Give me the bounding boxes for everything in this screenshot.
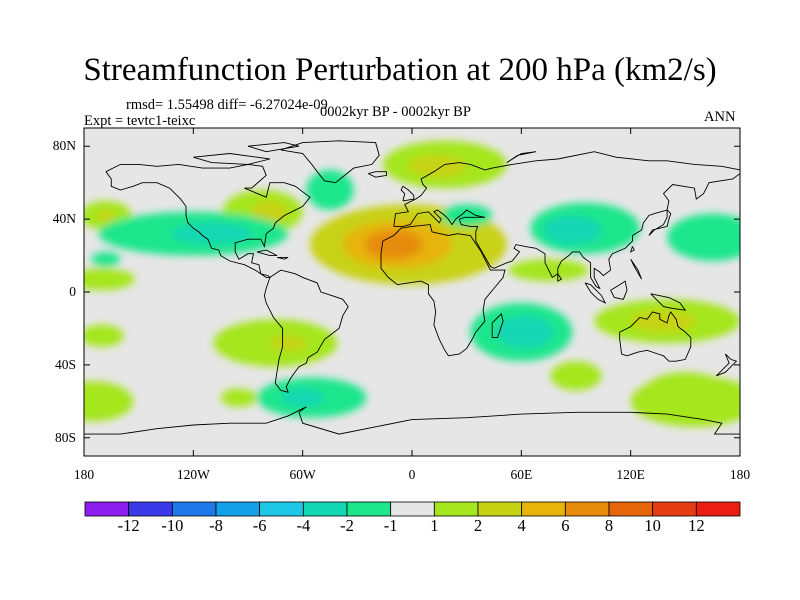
lat-label: 40N (52, 211, 76, 227)
anomaly-region (91, 251, 121, 267)
colorbar-swatch (302, 501, 348, 517)
anomaly-region (269, 335, 307, 351)
coastline (280, 140, 380, 184)
lon-label: 60E (510, 467, 533, 482)
anomaly-region (408, 155, 467, 178)
colorbar-swatch (521, 501, 566, 517)
period-label: 0002kyr BP - 0002kyr BP (320, 104, 471, 120)
colorbar-swatch (433, 501, 479, 517)
lat-label: 0 (69, 284, 76, 299)
colorbar-label: -1 (383, 516, 398, 535)
coastline (610, 280, 628, 300)
colorbar-swatch (346, 501, 392, 517)
stats-label: rmsd= 1.55498 diff= -6.27024e-09 (126, 97, 328, 113)
colorbar-swatch (128, 501, 173, 517)
coastline (256, 249, 278, 257)
contour-fields (84, 140, 740, 427)
colorbar-label: 12 (688, 516, 705, 535)
coastline (105, 163, 311, 278)
coastline (247, 142, 300, 153)
coastline (557, 273, 563, 282)
colorbar-swatch (564, 501, 610, 517)
anomaly-region (667, 213, 740, 262)
experiment-label: Expt = tevtc1-teixc (84, 113, 196, 129)
coastline (584, 282, 607, 304)
coastline (277, 256, 289, 260)
colorbar-swatch (215, 501, 261, 517)
coastline (650, 293, 687, 311)
colorbar-label: 6 (561, 516, 570, 535)
coastline (393, 151, 740, 290)
anomaly-region (364, 230, 423, 260)
lat-label: 80N (52, 138, 76, 154)
map-title: Streamfunction Perturbation at 200 hPa (… (83, 52, 717, 88)
coastline (630, 258, 643, 280)
colorbar-label: -6 (252, 516, 267, 535)
lat-label: 80S (54, 429, 76, 445)
coastline (491, 313, 504, 339)
lat-label: 40S (54, 356, 76, 372)
colorbar-label: 1 (430, 516, 439, 535)
anomaly-region (441, 204, 493, 227)
anomaly-region (251, 200, 289, 223)
colorbar (84, 501, 741, 517)
anomaly-region (84, 324, 125, 347)
colorbar-swatch (259, 501, 304, 517)
anomaly-region (96, 210, 115, 221)
colorbar-swatch (477, 501, 523, 517)
colorbar-swatch (608, 501, 654, 517)
colorbar-label: -8 (209, 516, 223, 535)
lon-label: 180 (729, 467, 751, 482)
colorbar-label: 2 (473, 516, 483, 535)
coastline (619, 311, 692, 362)
coastline (368, 171, 387, 178)
colorbar-swatch (695, 501, 741, 517)
colorbar-label: -4 (296, 516, 311, 535)
colorbar-swatch (390, 501, 435, 517)
coastline (400, 185, 415, 202)
anomaly-region (220, 388, 258, 407)
lon-label: 60W (289, 467, 316, 482)
coastline (263, 269, 349, 393)
coastline (193, 153, 271, 165)
anomaly-region (630, 375, 740, 427)
colorbar-label: -2 (340, 516, 354, 535)
colorbar-swatch (171, 501, 217, 517)
anomaly-region (495, 315, 555, 349)
anomaly-region (84, 268, 136, 291)
colorbar-label: 8 (604, 516, 614, 535)
coastline (84, 406, 740, 435)
colorbar-swatch (652, 501, 697, 517)
anomaly-region (171, 222, 252, 245)
lon-label: 120E (616, 467, 645, 482)
coastline (380, 224, 506, 357)
colorbar-label: -10 (161, 516, 184, 535)
lon-label: 120W (176, 467, 210, 482)
coastline (629, 246, 635, 253)
colorbar-label: 10 (644, 516, 661, 535)
coastline (506, 151, 536, 163)
anomaly-region (550, 361, 602, 391)
coastline (715, 353, 738, 377)
colorbar-label: -12 (117, 516, 140, 535)
lon-label: 0 (408, 467, 416, 482)
colorbar-label: 4 (517, 516, 526, 535)
anomaly-region (280, 388, 325, 407)
season-label: ANN (704, 109, 736, 125)
coastline (648, 208, 672, 236)
axis-ticks (83, 128, 741, 456)
lon-label: 180 (73, 467, 95, 482)
coastlines (84, 140, 740, 435)
anomaly-region (84, 381, 134, 422)
colorbar-swatch (84, 501, 130, 517)
anomaly-region (306, 169, 354, 210)
anomaly-region (543, 215, 602, 245)
